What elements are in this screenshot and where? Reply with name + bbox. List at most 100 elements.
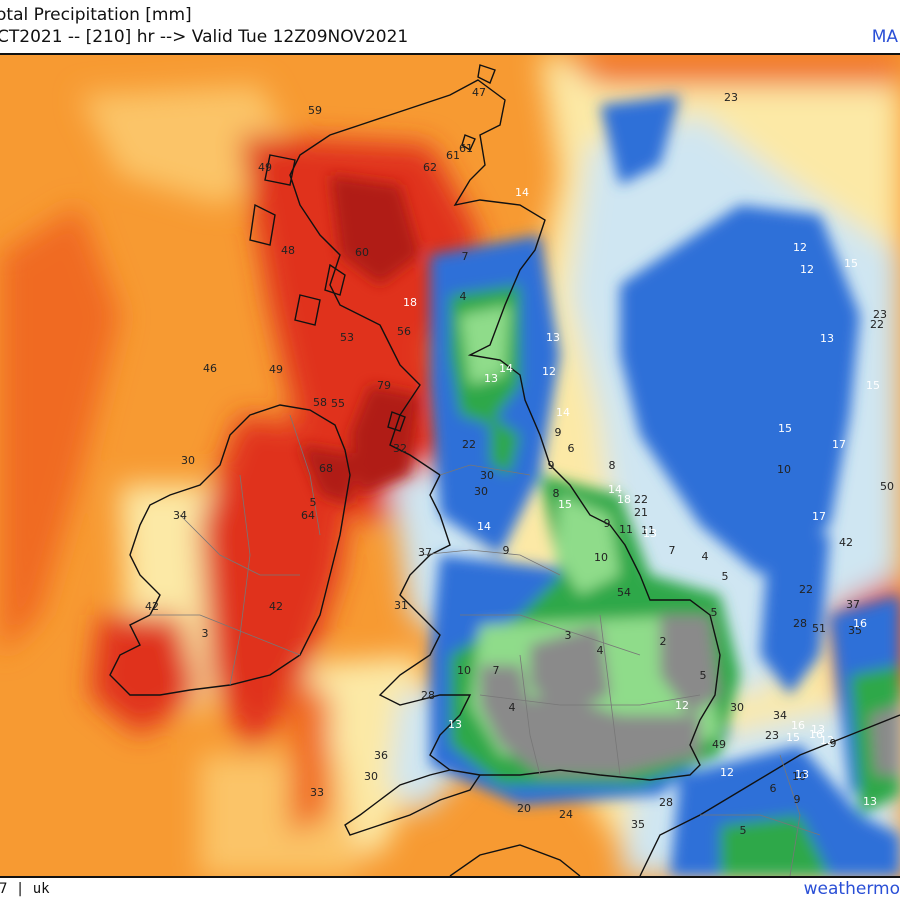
precip-value-label: 35 xyxy=(631,818,645,831)
coastlines xyxy=(109,64,900,876)
precip-value-label: 11 xyxy=(619,523,633,536)
precip-value-label: 47 xyxy=(472,86,486,99)
precip-value-label: 34 xyxy=(173,509,187,522)
precip-value-label: 36 xyxy=(374,749,388,762)
precip-value-label: 28 xyxy=(421,689,435,702)
precip-value-label: 48 xyxy=(281,244,295,257)
precip-value-label: 4 xyxy=(702,550,709,563)
precip-value-label: 24 xyxy=(559,808,573,821)
precip-value-label: 22 xyxy=(799,583,813,596)
precip-value-label: 6 xyxy=(568,442,575,455)
precip-value-label: 30 xyxy=(730,701,744,714)
precip-value-label: 55 xyxy=(331,397,345,410)
precip-value-label: 9 xyxy=(794,793,801,806)
precip-value-label: 13 xyxy=(795,768,809,781)
precip-value-label: 35 xyxy=(848,624,862,637)
precip-value-label: 12 xyxy=(675,699,689,712)
precip-value-label: 2 xyxy=(660,635,667,648)
precip-value-label: 22 xyxy=(870,318,884,331)
precip-value-label: 14 xyxy=(477,520,491,533)
precip-value-label: 13 xyxy=(448,718,462,731)
precip-value-label: 30 xyxy=(480,469,494,482)
precip-value-label: 23 xyxy=(873,308,887,321)
precip-value-label: 14 xyxy=(556,406,570,419)
precip-value-label: 5 xyxy=(711,606,718,619)
precip-value-label: 17 xyxy=(812,510,826,523)
precip-value-label: 8 xyxy=(609,459,616,472)
precip-value-label: 6 xyxy=(770,782,777,795)
footer-region-label: 7 | uk xyxy=(0,881,50,897)
precip-value-label: 68 xyxy=(319,462,333,475)
precip-value-label: 8 xyxy=(553,487,560,500)
precip-value-label: 54 xyxy=(617,586,631,599)
precip-value-label: 4 xyxy=(460,290,467,303)
precip-value-label: 79 xyxy=(377,379,391,392)
precip-value-label: 17 xyxy=(832,438,846,451)
precip-value-label: 16 xyxy=(809,728,823,741)
precip-value-label: 50 xyxy=(880,480,894,493)
precip-value-label: 28 xyxy=(659,796,673,809)
precip-value-label: 14 xyxy=(515,186,529,199)
precip-value-label: 12 xyxy=(800,263,814,276)
precip-value-label: 12 xyxy=(793,241,807,254)
precip-value-label: 10 xyxy=(777,463,791,476)
precip-value-label: 13 xyxy=(643,527,657,540)
precip-value-label: 60 xyxy=(355,246,369,259)
precip-value-label: 34 xyxy=(773,709,787,722)
precip-value-label: 15 xyxy=(778,422,792,435)
precip-value-label: 23 xyxy=(724,91,738,104)
precip-value-label: 13 xyxy=(811,723,825,736)
precip-value-label: 49 xyxy=(258,161,272,174)
precip-value-label: 7 xyxy=(669,544,676,557)
precip-value-label: 62 xyxy=(423,161,437,174)
precip-value-label: 32 xyxy=(393,442,407,455)
precip-value-label: 64 xyxy=(301,509,315,522)
precip-value-label: 11 xyxy=(641,524,655,537)
precip-value-label: 12 xyxy=(720,766,734,779)
precip-value-label: 13 xyxy=(863,795,877,808)
precip-value-label: 16 xyxy=(791,719,805,732)
precip-value-label: 13 xyxy=(484,372,498,385)
precip-value-label: 18 xyxy=(403,296,417,309)
precip-value-label: 30 xyxy=(474,485,488,498)
precip-value-label: 3 xyxy=(202,627,209,640)
precip-value-label: 42 xyxy=(839,536,853,549)
precip-value-label: 15 xyxy=(844,257,858,270)
precip-value-label: 7 xyxy=(462,250,469,263)
precip-value-label: 51 xyxy=(812,622,826,635)
precip-value-label: 42 xyxy=(269,600,283,613)
precip-value-label: 15 xyxy=(558,498,572,511)
precip-value-label: 12 xyxy=(542,365,556,378)
precip-value-label: 42 xyxy=(145,600,159,613)
map-canvas: 2723594761626114494860712121518423225613… xyxy=(0,55,900,876)
precip-value-label: 9 xyxy=(548,459,555,472)
precip-value-label: 53 xyxy=(340,331,354,344)
precip-value-label: 37 xyxy=(418,546,432,559)
precip-value-label: 61 xyxy=(446,149,460,162)
precip-value-label: 56 xyxy=(397,325,411,338)
brand-label-top: MA xyxy=(871,27,898,47)
precip-value-label: 22 xyxy=(634,493,648,506)
precip-value-label: 30 xyxy=(364,770,378,783)
precip-value-label: 61 xyxy=(459,142,473,155)
precip-value-label: 5 xyxy=(722,570,729,583)
region-borders xyxy=(150,414,821,876)
precipitation-map: 2723594761626114494860712121518423225613… xyxy=(0,53,900,878)
precip-value-label: 13 xyxy=(546,331,560,344)
precip-value-label: 49 xyxy=(712,738,726,751)
precip-value-label: 30 xyxy=(181,454,195,467)
precip-value-label: 3 xyxy=(565,629,572,642)
precip-value-label: 18 xyxy=(617,493,631,506)
precip-value-label: 59 xyxy=(308,104,322,117)
precip-value-label: 9 xyxy=(503,544,510,557)
precip-value-label: 9 xyxy=(830,737,837,750)
precip-value-label: 37 xyxy=(846,598,860,611)
brand-label-bottom: weathermo xyxy=(803,879,900,899)
precip-value-label: 33 xyxy=(310,786,324,799)
precip-value-label: 9 xyxy=(555,426,562,439)
precip-value-label: 9 xyxy=(604,517,611,530)
precip-value-label: 58 xyxy=(313,396,327,409)
precip-value-label: 46 xyxy=(203,362,217,375)
precip-value-label: 10 xyxy=(792,770,806,783)
